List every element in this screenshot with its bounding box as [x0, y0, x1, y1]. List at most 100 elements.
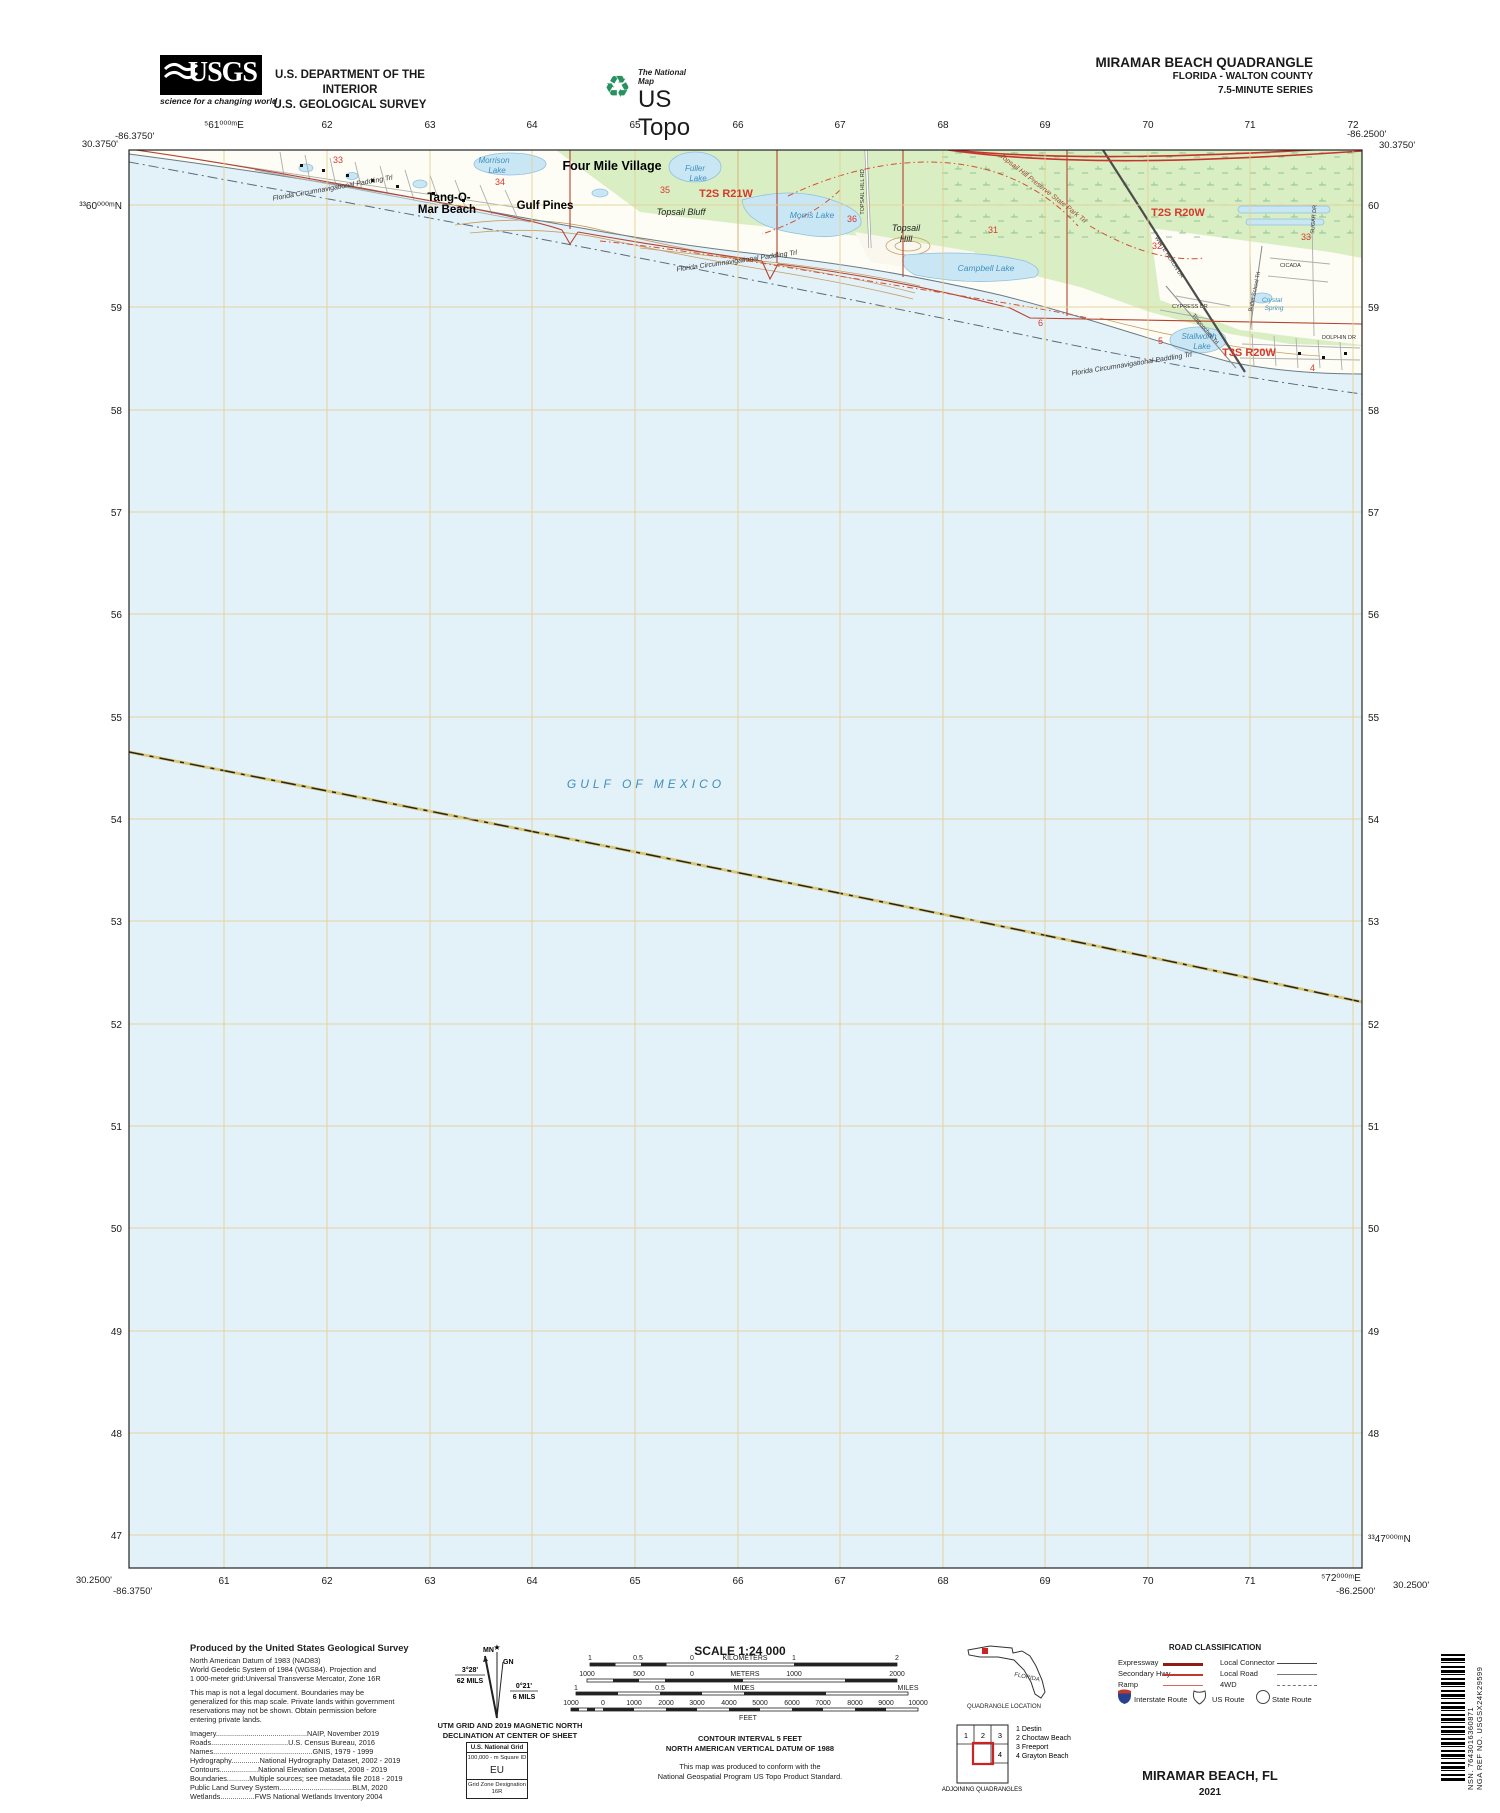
label-fuller: Fuller — [685, 164, 705, 173]
label-topsail: Topsail — [892, 223, 921, 233]
km-0: 0 — [690, 1655, 694, 1662]
corner-tr-lat: 30.3750' — [1379, 140, 1415, 151]
grid-right-54: 54 — [1368, 815, 1380, 826]
decl-right-mils: 6 MILS — [513, 1694, 536, 1701]
usng-square-id: EU — [490, 1765, 504, 1776]
label-topsail-bluff: Topsail Bluff — [657, 207, 707, 217]
mi-right-1: MILES — [897, 1685, 918, 1692]
label-morrison: Morrison — [478, 156, 510, 165]
roadclass-local-road: Local Road — [1220, 1669, 1258, 1678]
section-36: 36 — [847, 214, 857, 224]
local-road-sample — [1277, 1674, 1317, 1675]
morris-lake — [741, 192, 862, 238]
map-plss-labels: T2S R21W T2S R20W T3S R20W 33 34 35 36 3… — [333, 155, 1315, 373]
adjoining-quadrangles: 1 2 3 4 ADJOINING QUADRANGLES 1 Destin 2… — [942, 1724, 1071, 1793]
source-hydrography: Hydrography..............National Hydrog… — [190, 1756, 401, 1765]
gn-label: GN — [503, 1659, 514, 1666]
section-5: 5 — [1158, 336, 1163, 346]
corner-bl-lon: -86.3750' — [113, 1586, 153, 1597]
label-gulf-pines: Gulf Pines — [517, 200, 574, 212]
grid-left-55: 55 — [111, 713, 123, 724]
m-1000b: 1000 — [786, 1671, 802, 1678]
grid-bot-66: 66 — [732, 1576, 744, 1587]
conform-line-1: This map was produced to conform with th… — [679, 1762, 821, 1771]
mn-label: MN — [483, 1647, 494, 1654]
section-33b: 33 — [1301, 232, 1311, 242]
roadclass-local-connector: Local Connector — [1220, 1658, 1275, 1667]
usgs-logo-text: USGS — [187, 57, 258, 88]
mi-0: 0 — [742, 1685, 746, 1692]
grid-labels-right: 60 59 58 57 56 55 54 53 52 51 50 49 48 ³… — [1368, 201, 1411, 1545]
km-caption: KILOMETERS — [722, 1655, 767, 1662]
fuller-lake — [668, 151, 722, 183]
section-31: 31 — [988, 225, 998, 235]
grid-bot-64: 64 — [526, 1576, 538, 1587]
grid-left-47: 47 — [111, 1531, 123, 1542]
label-stallworth2: Lake — [1193, 342, 1211, 351]
corner-bl-lat: 30.2500' — [76, 1575, 112, 1586]
conformance-note: This map was produced to conform with th… — [630, 1762, 870, 1782]
route-shield-icons — [1118, 1689, 1270, 1705]
dolphin-dr-label: DOLPHIN DR — [1322, 335, 1356, 341]
grid-bot-68: 68 — [937, 1576, 949, 1587]
grid-labels-left: ³³60⁰⁰⁰ᵐN 59 58 57 56 55 54 53 52 51 50 … — [79, 201, 122, 1542]
ft-1000: 1000 — [626, 1700, 642, 1707]
mi-1: 1 — [574, 1685, 578, 1692]
adjoining-list-1: 1 Destin — [1016, 1726, 1042, 1733]
grid-bot-69: 69 — [1039, 1576, 1051, 1587]
grid-top-72: 72 — [1347, 120, 1359, 131]
grid-bot-72: ⁵72⁰⁰⁰ᵐE — [1321, 1573, 1361, 1584]
grid-top-65: 65 — [629, 120, 641, 131]
local-connector-sample — [1277, 1663, 1317, 1664]
white-heron-drive — [1102, 150, 1246, 373]
ft-4000: 4000 — [721, 1700, 737, 1707]
grid-top-70: 70 — [1142, 120, 1154, 131]
source-contours: Contours...................National Elev… — [190, 1765, 388, 1774]
grid-right-51: 51 — [1368, 1122, 1380, 1133]
credits-datum-2: World Geodetic System of 1984 (WGS84). P… — [190, 1665, 377, 1674]
grid-left-54: 54 — [111, 815, 123, 826]
sheet-year: 2021 — [1198, 1787, 1222, 1798]
section-33a: 33 — [333, 155, 343, 165]
m-1000: 1000 — [579, 1671, 595, 1678]
street-grid-right — [1159, 213, 1361, 371]
credits-legal-4: entering private lands. — [190, 1715, 262, 1724]
label-morrison2: Lake — [488, 166, 506, 175]
corner-br-lat: 30.2500' — [1393, 1580, 1429, 1591]
utm-grid — [129, 150, 1362, 1568]
road-classification: ROAD CLASSIFICATION Expressway Secondary… — [1105, 1643, 1325, 1704]
label-tang-o: Tang-O- — [427, 192, 470, 204]
butler-school-road — [1249, 245, 1263, 331]
true-north-star-icon: ★ — [493, 1643, 500, 1652]
quad-location-marker — [982, 1648, 988, 1654]
adjoining-cell-1: 1 — [964, 1731, 968, 1740]
km-05: 0.5 — [633, 1655, 643, 1662]
m-500: 500 — [633, 1671, 645, 1678]
sugar-dr-label: SUGAR DR — [1310, 205, 1319, 234]
us-route-shield-icon — [1192, 1690, 1207, 1705]
adjoining-cell-4: 4 — [998, 1750, 1002, 1759]
scale-title: SCALE 1:24 000 — [694, 1644, 786, 1658]
decl-left-angle: 3°28' — [462, 1666, 478, 1674]
label-stallworth: Stallworth — [1181, 332, 1217, 341]
grid-right-52: 52 — [1368, 1020, 1380, 1031]
grid-right-47: ³³47⁰⁰⁰ᵐN — [1368, 1534, 1411, 1545]
m-0: 0 — [690, 1671, 694, 1678]
ft-8000: 8000 — [847, 1700, 863, 1707]
grid-top-66: 66 — [732, 120, 744, 131]
grid-right-59: 59 — [1368, 303, 1380, 314]
grid-top-67: 67 — [834, 120, 846, 131]
contour-interval: CONTOUR INTERVAL 5 FEET — [697, 1734, 803, 1743]
adjoining-cell-2: 2 — [981, 1731, 985, 1740]
map-water-labels: Morrison Lake Fuller Lake Morris Lake Ca… — [478, 156, 1283, 791]
interstate-shield-top — [1118, 1689, 1131, 1694]
buildings — [300, 164, 1347, 359]
morrison-lake — [473, 152, 547, 176]
adjoining-list-3: 3 Freeport — [1016, 1744, 1048, 1751]
source-plss: Public Land Survey System...............… — [190, 1783, 388, 1792]
barcode-stripes — [1441, 1654, 1465, 1782]
grid-bot-70: 70 — [1142, 1576, 1154, 1587]
grid-top-64: 64 — [526, 120, 538, 131]
